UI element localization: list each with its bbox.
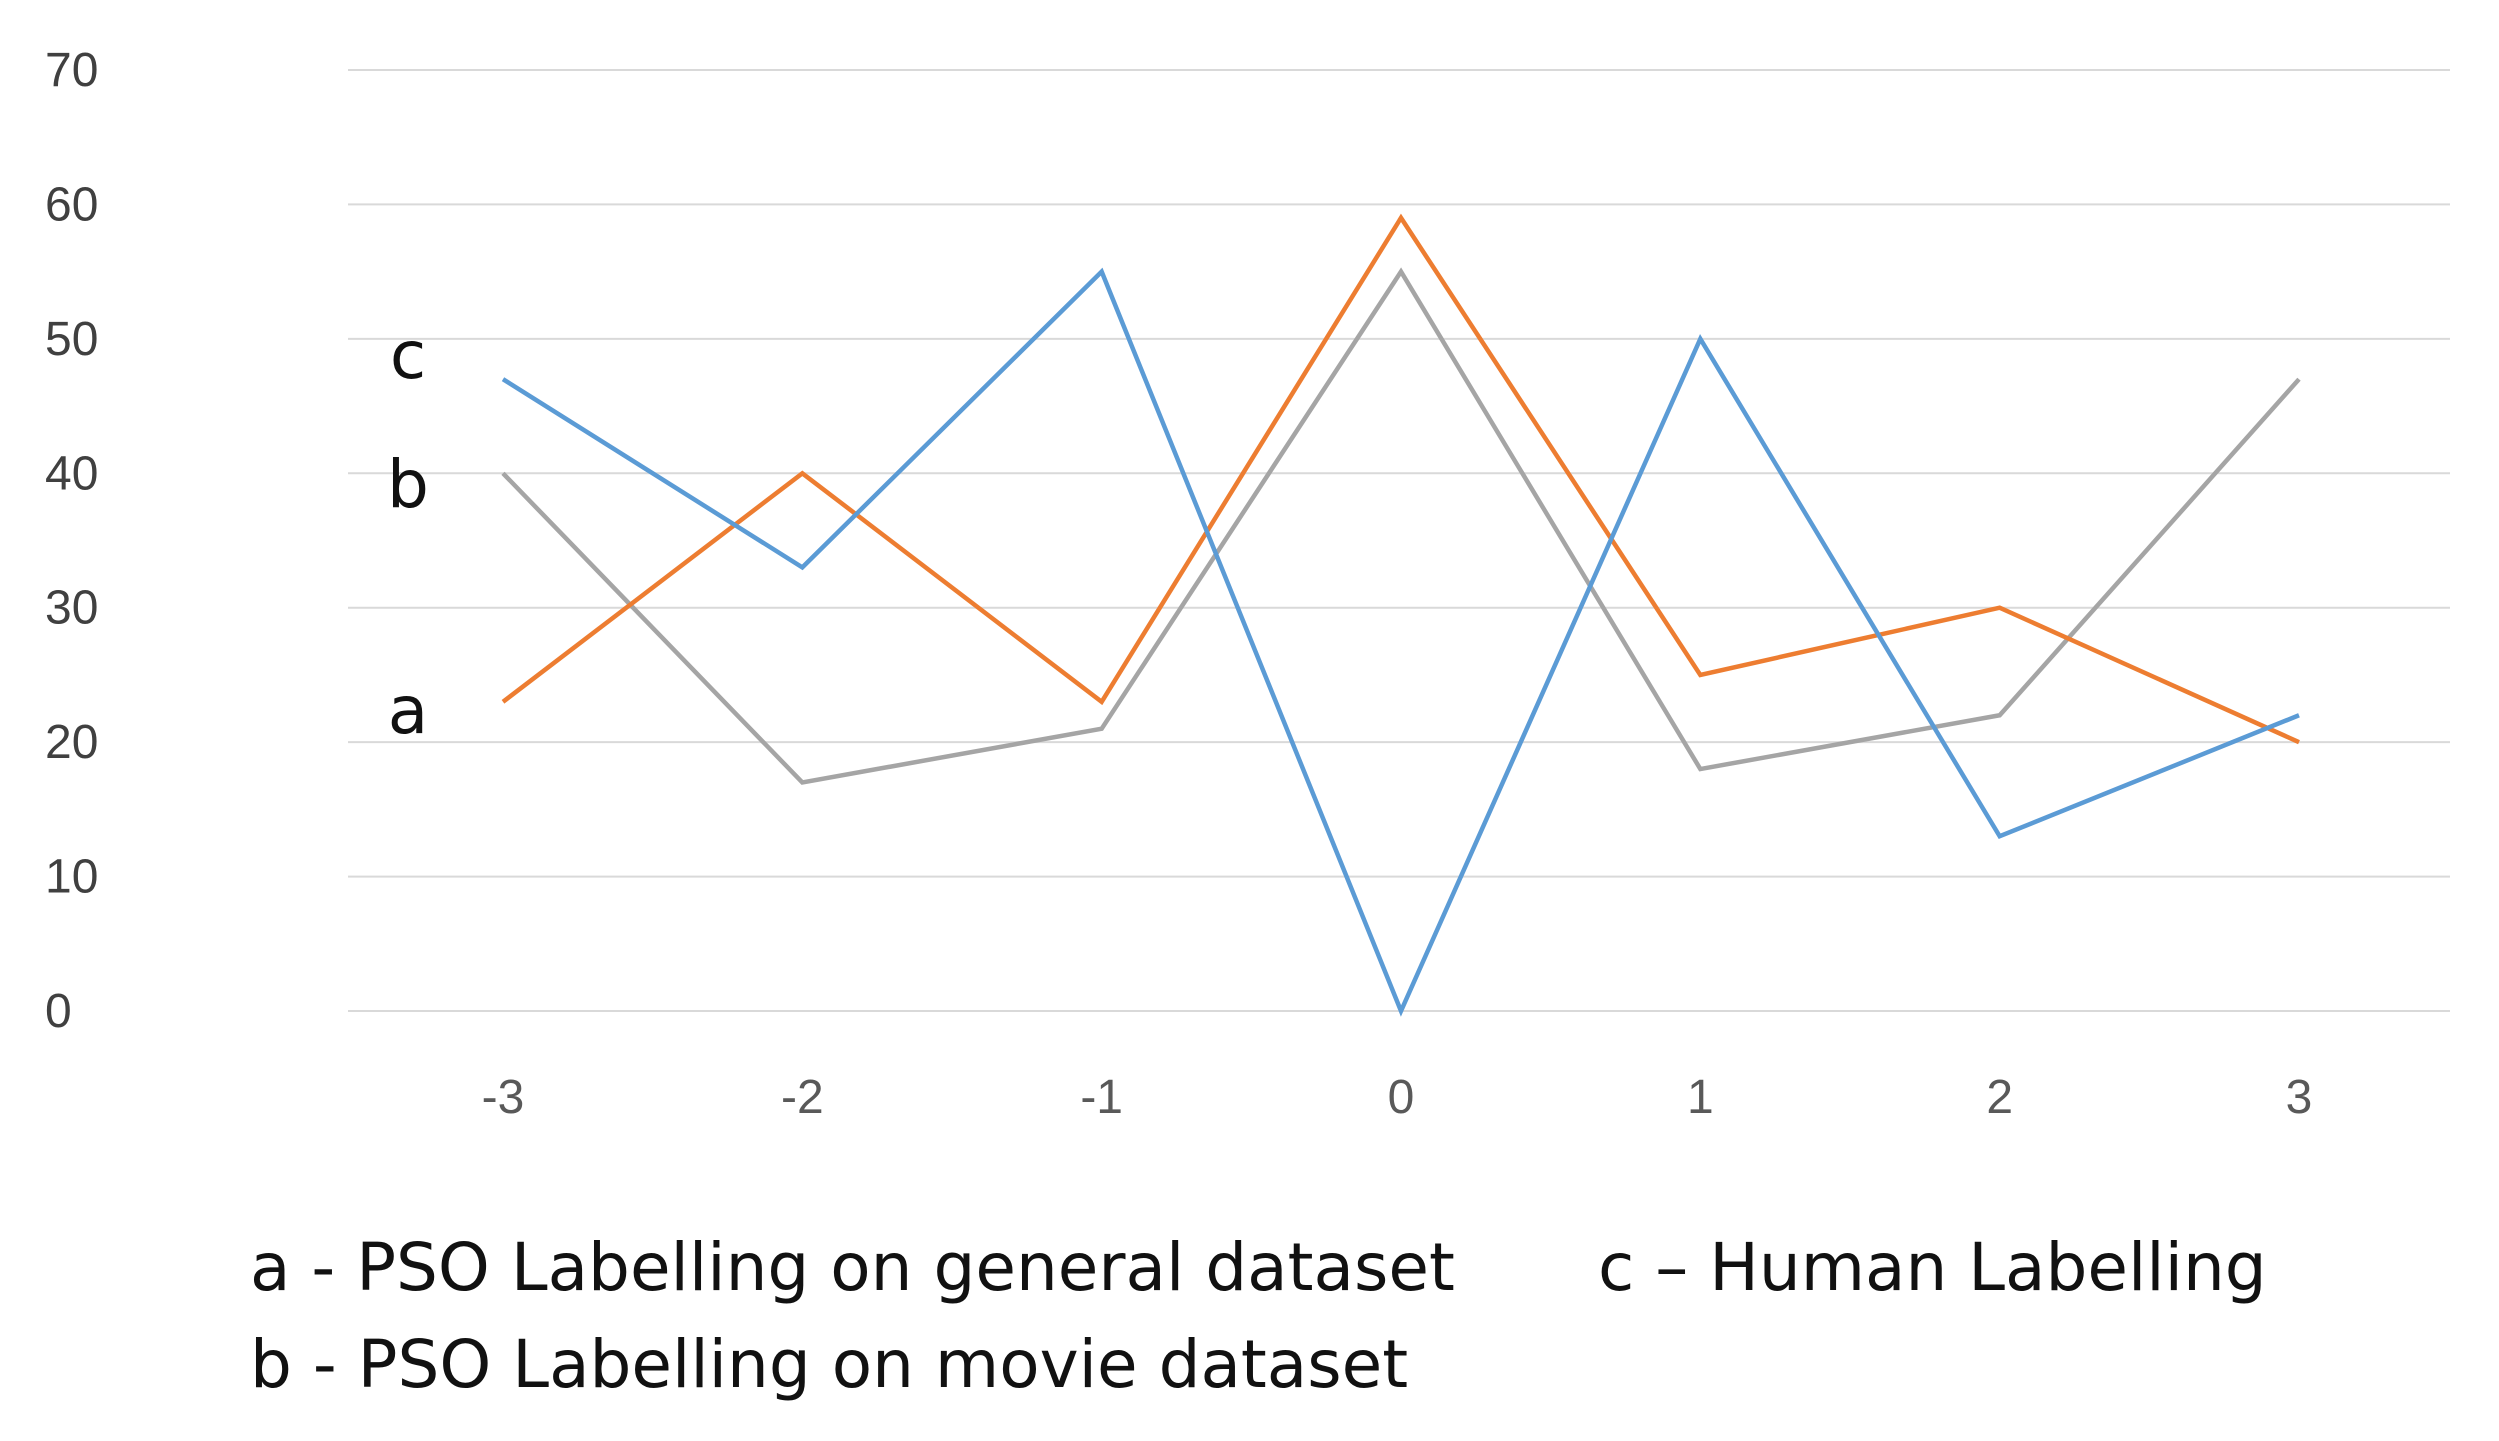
x-tick-label: 2 (1986, 1071, 2013, 1124)
series-lines (501, 213, 2301, 1017)
x-tick-label: -1 (1080, 1071, 1123, 1124)
legend-entry-a: a - PSO Labelling on general dataset (250, 1229, 1455, 1306)
series-line-a (501, 213, 2300, 745)
series-tag-b: b (387, 446, 429, 523)
x-tick-label: 0 (1388, 1071, 1415, 1124)
series-tag-c: c (390, 317, 426, 394)
legend-entry-b: b - PSO Labelling on movie dataset (250, 1326, 1408, 1403)
x-tick-label: -2 (781, 1071, 824, 1124)
x-tick-label: 1 (1687, 1071, 1714, 1124)
y-tick-label: 70 (45, 44, 98, 97)
y-tick-label: 20 (45, 716, 98, 769)
y-tick-label: 50 (45, 313, 98, 366)
x-tick-label: -3 (482, 1071, 525, 1124)
legend-entry-c: c – Human Labelling (1598, 1229, 2267, 1306)
series-line-c (501, 267, 2300, 1017)
y-tick-label: 30 (45, 582, 98, 635)
series-tag-a: a (388, 672, 428, 749)
y-axis-tick-labels: 0 10 20 30 40 50 60 70 (45, 44, 98, 1038)
x-axis-tick-labels: -3 -2 -1 0 1 2 3 (482, 1071, 2313, 1124)
y-tick-label: 60 (45, 178, 98, 231)
series-line-b (501, 267, 2301, 785)
y-tick-label: 10 (45, 851, 98, 904)
x-tick-label: 3 (2286, 1071, 2313, 1124)
gridlines (348, 69, 2450, 1012)
y-tick-label: 40 (45, 447, 98, 500)
y-tick-label: 0 (45, 985, 72, 1038)
